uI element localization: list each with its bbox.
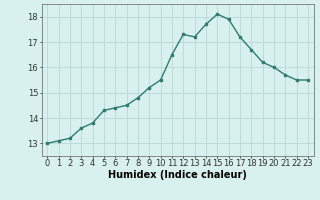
X-axis label: Humidex (Indice chaleur): Humidex (Indice chaleur) <box>108 170 247 180</box>
